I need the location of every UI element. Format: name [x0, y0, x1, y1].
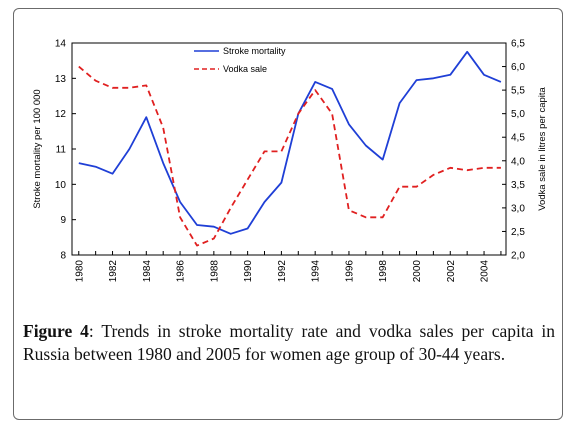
figure-frame [13, 8, 563, 420]
left-tick-label: 9 [60, 215, 66, 226]
x-tick-label: 1994 [311, 260, 322, 283]
left-tick-label: 12 [55, 109, 67, 120]
right-axis: 2,0 2,5 3,0 3,5 4,0 4,5 5,0 5,5 6,0 6,5 [502, 39, 525, 262]
right-tick-label: 2,5 [511, 227, 525, 238]
right-tick-label: 4,5 [511, 133, 525, 144]
x-axis: 1980 1982 1984 1986 1988 1990 1992 1994 1996 1998… [74, 251, 502, 283]
x-tick-label: 1990 [243, 260, 254, 283]
x-tick-label: 1984 [142, 260, 153, 283]
left-tick-label: 13 [55, 74, 67, 85]
legend-label-vodka: Vodka sale [223, 64, 267, 74]
left-tick-label: 10 [55, 180, 67, 191]
series-line-stroke-mortality [78, 50, 502, 235]
x-tick-label: 1980 [74, 260, 85, 283]
left-tick-label: 11 [56, 145, 67, 156]
series-line-vodka-sale [78, 65, 501, 247]
caption-label: Figure 4 [23, 321, 89, 341]
x-tick-label: 1996 [344, 260, 355, 283]
x-tick-label: 1986 [176, 260, 187, 283]
right-tick-label: 5,0 [511, 109, 525, 120]
right-axis-title: Vodka sale in litres per capita [537, 87, 548, 211]
left-axis: 8 9 10 11 12 13 14 [55, 39, 76, 262]
right-tick-label: 2,0 [511, 251, 525, 262]
x-tick-label: 2004 [480, 260, 491, 283]
series-layer [78, 50, 502, 247]
right-tick-label: 6,0 [511, 62, 525, 73]
right-tick-label: 5,5 [511, 86, 525, 97]
left-tick-label: 14 [55, 39, 67, 50]
x-tick-label: 1992 [277, 260, 288, 283]
right-tick-label: 3,0 [511, 203, 525, 214]
legend-label-stroke: Stroke mortality [223, 46, 286, 56]
legend: Stroke mortality Vodka sale [194, 46, 286, 74]
figure-caption: Figure 4: Trends in stroke mortality rat… [23, 320, 555, 366]
right-tick-label: 4,0 [511, 156, 525, 167]
left-axis-title: Stroke mortality per 100 000 [32, 89, 43, 208]
right-tick-label: 6,5 [511, 39, 525, 50]
x-tick-label: 1988 [209, 260, 220, 283]
x-tick-label: 2002 [446, 260, 457, 283]
right-tick-label: 3,5 [511, 180, 525, 191]
x-tick-label: 1982 [108, 260, 119, 283]
left-tick-label: 8 [60, 251, 66, 262]
caption-text: : Trends in stroke mortality rate and vo… [23, 321, 555, 364]
x-tick-label: 2000 [412, 260, 423, 283]
x-tick-label: 1998 [378, 260, 389, 283]
